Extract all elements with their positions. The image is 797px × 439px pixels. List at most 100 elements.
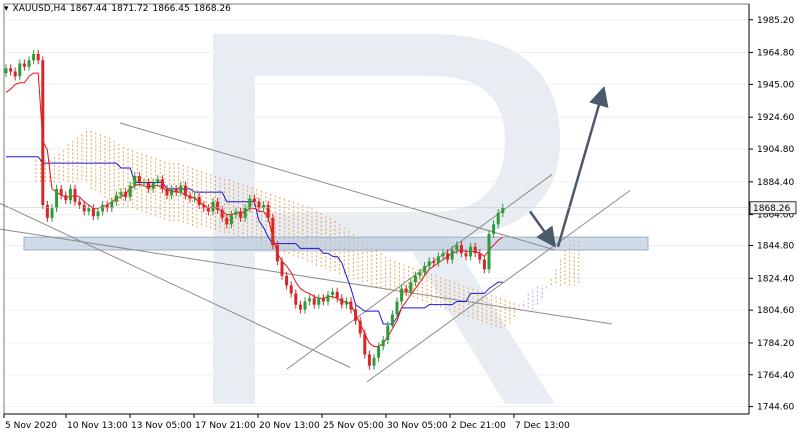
trend-channels (0, 122, 631, 383)
candle-body (427, 261, 431, 267)
candle-body (114, 195, 118, 202)
close-value: 1868.26 (193, 4, 231, 14)
candle-body (4, 68, 8, 74)
chart-menu-icon[interactable]: ▾ (4, 4, 9, 14)
open-value: 1867.44 (70, 4, 108, 14)
x-tick-label: 13 Nov 05:00 (131, 421, 192, 431)
ichimoku-cloud (35, 131, 580, 329)
candle-body (321, 298, 325, 302)
candle-body (390, 314, 394, 326)
y-tick-label: 1804.60 (757, 306, 794, 316)
candle-body (225, 217, 229, 225)
candle-body (27, 60, 31, 67)
candle-body (280, 261, 284, 276)
candle-body (257, 201, 261, 209)
candle-body (220, 209, 224, 218)
channel-line (366, 190, 631, 383)
x-tick-label: 25 Nov 05:00 (323, 421, 384, 431)
candle-body (202, 204, 206, 209)
candle-body (363, 333, 367, 355)
candle-body (179, 185, 183, 193)
candle-body (119, 192, 123, 196)
candle-body (335, 291, 339, 299)
x-tick-label: 7 Dec 13:00 (515, 421, 570, 431)
candles (4, 49, 505, 370)
x-tick-label: 20 Nov 13:00 (259, 421, 320, 431)
candle-body (183, 185, 187, 196)
candle-body (482, 259, 486, 270)
candle-body (137, 176, 141, 183)
candle-body (285, 275, 289, 286)
candle-body (331, 291, 335, 296)
candle-body (55, 188, 59, 209)
candle-body (147, 182, 151, 189)
candle-body (294, 293, 298, 305)
y-tick-label: 1904.80 (757, 145, 794, 155)
x-tick-label: 17 Nov 21:00 (195, 421, 256, 431)
candle-body (9, 68, 13, 72)
candle-body (400, 288, 404, 302)
candle-body (193, 196, 197, 199)
candle-body (446, 253, 450, 260)
candle-body (381, 340, 385, 347)
candle-body (289, 285, 293, 294)
channel-line (0, 202, 351, 368)
candle-body (229, 214, 233, 225)
candle-body (91, 208, 95, 217)
candle-body (450, 250, 454, 260)
candle-body (377, 346, 381, 358)
candle-body (234, 211, 238, 215)
channel-line (119, 122, 556, 251)
candle-body (22, 63, 26, 67)
candle-body (248, 198, 252, 209)
candle-body (464, 253, 468, 257)
y-tick-label: 1945.00 (757, 80, 794, 90)
candle-body (174, 188, 178, 193)
candle-body (78, 201, 82, 205)
candle-body (110, 201, 114, 209)
candle-body (142, 182, 146, 184)
candle-body (151, 182, 155, 189)
candle-body (404, 288, 408, 292)
candle-body (496, 213, 500, 225)
candle-body (252, 198, 256, 202)
x-tick-label: 30 Nov 05:00 (387, 421, 448, 431)
candle-body (372, 357, 376, 366)
low-value: 1866.45 (152, 4, 190, 14)
candle-body (128, 185, 132, 197)
candle-body (478, 253, 482, 260)
candle-body (87, 208, 91, 212)
candle-body (386, 325, 390, 341)
candle-body (41, 60, 45, 205)
candle-body (344, 301, 348, 305)
candle-body (50, 208, 54, 218)
y-tick-label: 1784.20 (757, 339, 794, 349)
candle-body (216, 201, 220, 210)
last-price-label: 1868.26 (753, 204, 790, 214)
x-tick-label: 10 Nov 13:00 (67, 421, 128, 431)
candle-body (206, 208, 210, 212)
candle-body (96, 211, 100, 217)
y-tick-label: 1884.40 (757, 178, 794, 188)
candle-body (326, 295, 330, 302)
y-tick-label: 1844.80 (757, 241, 794, 251)
candle-body (298, 304, 302, 310)
axes: 1985.20 1964.80 1945.00 1924.60 1904.80 1884.… (3, 3, 797, 431)
candle-body (354, 309, 358, 321)
candle-body (312, 298, 316, 305)
candle-body (349, 301, 353, 310)
candle-body (211, 201, 215, 212)
candle-body (165, 188, 169, 196)
candle-body (188, 195, 192, 199)
candle-body (101, 204, 105, 212)
channel-line (0, 228, 613, 325)
candle-body (487, 233, 491, 270)
candle-body (239, 211, 243, 218)
support-zone (23, 236, 649, 251)
candle-body (367, 354, 371, 366)
candle-body (243, 208, 247, 218)
candle-body (82, 204, 86, 212)
y-tick-label: 1985.20 (757, 16, 794, 26)
